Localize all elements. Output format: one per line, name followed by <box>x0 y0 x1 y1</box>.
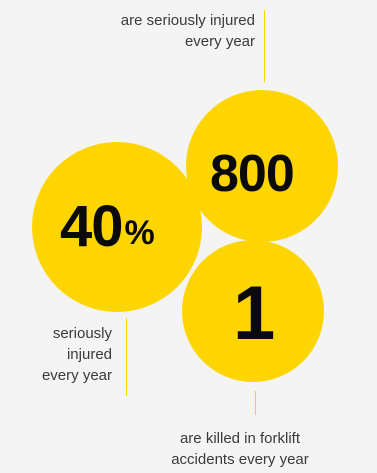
stat-caption-injured: are seriously injured every year <box>55 10 255 52</box>
stat-caption-percent: seriously injured every year <box>26 323 112 386</box>
stat-circle-injured <box>186 90 338 242</box>
stat-circle-killed <box>182 240 324 382</box>
stat-caption-killed-line: accidents every year <box>171 451 309 468</box>
stat-number-killed: 1 <box>233 271 276 356</box>
stat-number-injured: 800 <box>210 145 295 203</box>
caption-connector-line-top <box>264 10 265 82</box>
caption-connector-line-bottom <box>255 391 256 415</box>
stat-caption-killed-line: are killed in forklift <box>179 430 301 447</box>
stat-caption-killed: are killed in forklift accidents every y… <box>110 428 370 470</box>
stat-circle-percent <box>32 142 202 312</box>
stat-number-percent-value: 40 <box>60 194 124 259</box>
stat-caption-percent-line: seriously <box>52 325 112 342</box>
stat-caption-percent-line: every year <box>41 367 112 384</box>
stat-caption-injured-line: are seriously injured <box>120 12 255 29</box>
stat-number-percent: 40% <box>60 198 155 256</box>
caption-connector-line-left <box>126 318 127 396</box>
stat-caption-injured-line: every year <box>184 33 255 50</box>
stat-caption-percent-line: injured <box>66 346 112 363</box>
stat-number-percent-unit: % <box>124 214 155 252</box>
